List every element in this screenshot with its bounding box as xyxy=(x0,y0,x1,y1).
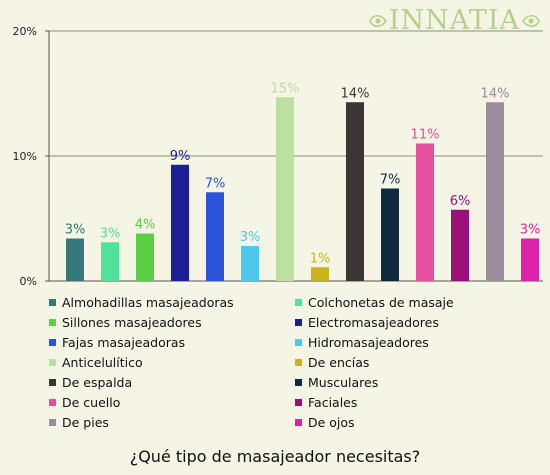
legend-swatch xyxy=(295,378,302,386)
bar xyxy=(136,233,154,281)
legend-swatch xyxy=(49,418,56,426)
bar xyxy=(486,102,504,281)
leaf-left-icon xyxy=(369,14,387,27)
legend-swatch xyxy=(49,318,56,326)
legend-swatch xyxy=(295,318,302,326)
bar-data-label: 7% xyxy=(380,173,401,188)
legend-label: Faciales xyxy=(308,394,358,410)
legend-swatch xyxy=(295,418,302,426)
bar xyxy=(346,102,364,281)
legend-swatch xyxy=(49,378,56,386)
legend-swatch xyxy=(295,298,302,306)
bar xyxy=(276,97,294,281)
legend-item: De cuello xyxy=(49,392,295,412)
bar-data-label: 3% xyxy=(520,223,541,238)
legend-item: Musculares xyxy=(295,372,541,392)
legend-label: Sillones masajeadores xyxy=(62,314,202,330)
legend-item: Fajas masajeadoras xyxy=(49,332,295,352)
legend-swatch xyxy=(49,398,56,406)
legend-item: De pies xyxy=(49,412,295,432)
bar xyxy=(521,238,539,281)
bar-chart: 0% 10% 20% 3% 3% 4% 9% 7% 3% 15% 1% 14% 7% 11% 6% 14% 3% xyxy=(13,25,543,288)
bar xyxy=(451,209,469,281)
bar-data-label: 14% xyxy=(341,86,370,101)
legend-item: Almohadillas masajeadoras xyxy=(49,292,295,312)
legend-label: De espalda xyxy=(62,374,133,390)
legend-label: Electromasajeadores xyxy=(308,314,439,330)
bar-data-label: 14% xyxy=(481,86,510,101)
legend-label: Musculares xyxy=(308,374,379,390)
y-tick-label: 0% xyxy=(20,275,37,288)
bar-data-label: 6% xyxy=(450,194,471,209)
legend-item: Anticelulítico xyxy=(49,352,295,372)
legend-label: Fajas masajeadoras xyxy=(62,334,186,350)
legend-item: Hidromasajeadores xyxy=(295,332,541,352)
legend-label: De pies xyxy=(62,414,109,430)
leaf-right-icon xyxy=(522,14,540,27)
bar xyxy=(101,242,119,281)
legend-label: Colchonetas de masaje xyxy=(308,294,454,310)
bar-data-label: 9% xyxy=(170,149,191,164)
bar-data-label: 3% xyxy=(240,230,261,245)
legend-swatch xyxy=(49,338,56,346)
legend-label: Anticelulítico xyxy=(62,354,143,370)
legend-item: De espalda xyxy=(49,372,295,392)
bar xyxy=(311,267,329,281)
chart-title: ¿Qué tipo de masajeador necesitas? xyxy=(129,447,421,466)
legend-item: Faciales xyxy=(295,392,541,412)
bar xyxy=(241,246,259,281)
legend-swatch xyxy=(295,358,302,366)
bar-data-label: 1% xyxy=(310,251,331,266)
bar-data-label: 11% xyxy=(411,128,440,143)
legend-label: De cuello xyxy=(62,394,121,410)
legend-item: De ojos xyxy=(295,412,541,432)
legend-item: Electromasajeadores xyxy=(295,312,541,332)
bar-data-label: 3% xyxy=(65,223,86,238)
y-tick-label: 20% xyxy=(13,25,37,38)
brand-logo: INNATIA xyxy=(369,5,540,36)
bar-data-label: 7% xyxy=(205,176,226,191)
bar-data-label: 4% xyxy=(135,218,156,233)
bar xyxy=(206,192,224,281)
legend-swatch xyxy=(49,298,56,306)
chart-area: 0% 10% 20% 3% 3% 4% 9% 7% 3% 15% 1% 14% 7% 11% 6% 14% 3% xyxy=(13,25,543,288)
bar-data-label: 15% xyxy=(271,81,300,96)
legend-swatch xyxy=(295,338,302,346)
bar xyxy=(381,188,399,281)
bar xyxy=(171,164,189,281)
legend-item: De encías xyxy=(295,352,541,372)
brand-name: INNATIA xyxy=(388,5,520,36)
bar xyxy=(416,143,434,281)
legend-item: Sillones masajeadores xyxy=(49,312,295,332)
bar-data-label: 3% xyxy=(100,226,121,241)
bar xyxy=(66,238,84,281)
legend-item: Colchonetas de masaje xyxy=(295,292,541,312)
legend-swatch xyxy=(295,398,302,406)
legend-label: Hidromasajeadores xyxy=(308,334,429,350)
chart-legend: Almohadillas masajeadoras Colchonetas de … xyxy=(49,292,544,432)
y-tick-label: 10% xyxy=(13,150,37,163)
legend-swatch xyxy=(49,358,56,366)
legend-label: De ojos xyxy=(308,414,355,430)
legend-label: De encías xyxy=(308,354,370,370)
legend-label: Almohadillas masajeadoras xyxy=(62,294,234,310)
